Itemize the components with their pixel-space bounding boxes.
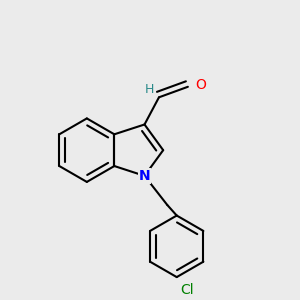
Text: O: O	[195, 78, 206, 92]
Text: Cl: Cl	[180, 283, 194, 297]
Text: N: N	[139, 169, 150, 183]
Text: H: H	[145, 83, 154, 96]
